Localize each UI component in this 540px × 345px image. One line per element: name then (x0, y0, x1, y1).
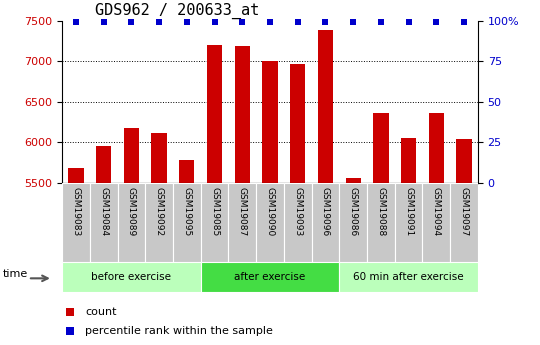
Bar (69, 168, 84, 183)
Text: GSM19093: GSM19093 (293, 187, 302, 236)
Bar (373, 113, 388, 183)
Text: before exercise: before exercise (91, 272, 171, 282)
Text: GSM19091: GSM19091 (404, 187, 413, 236)
Bar (395, 183, 422, 262)
Text: GSM19085: GSM19085 (210, 187, 219, 236)
Bar (173, 183, 201, 262)
Bar (450, 183, 478, 262)
Bar (124, 128, 139, 183)
Bar (346, 178, 361, 183)
Bar (256, 183, 284, 262)
Bar (62, 183, 90, 262)
Bar (207, 45, 222, 183)
Text: GSM19088: GSM19088 (376, 187, 386, 236)
Bar (290, 65, 305, 183)
Bar (312, 183, 339, 262)
Bar (228, 183, 256, 262)
Bar (318, 30, 333, 183)
Text: GSM19086: GSM19086 (349, 187, 357, 236)
Bar (118, 183, 145, 262)
Bar (367, 183, 395, 262)
Bar (201, 183, 228, 262)
Text: time: time (3, 269, 28, 279)
Text: GSM19092: GSM19092 (154, 187, 164, 236)
Text: GSM19095: GSM19095 (183, 187, 191, 236)
Text: after exercise: after exercise (234, 272, 306, 282)
Text: GDS962 / 200633_at: GDS962 / 200633_at (96, 3, 260, 19)
Text: GSM19094: GSM19094 (432, 187, 441, 236)
Bar (90, 183, 118, 262)
Text: 60 min after exercise: 60 min after exercise (353, 272, 464, 282)
Bar (235, 46, 250, 183)
Text: GSM19097: GSM19097 (460, 187, 469, 236)
Bar (422, 183, 450, 262)
Bar (201, 262, 339, 292)
Text: GSM19096: GSM19096 (321, 187, 330, 236)
Bar (456, 139, 471, 183)
Bar (401, 138, 416, 183)
Text: GSM19083: GSM19083 (71, 187, 80, 236)
Text: GSM19089: GSM19089 (127, 187, 136, 236)
Bar (339, 183, 367, 262)
Bar (262, 61, 278, 183)
Bar (339, 262, 478, 292)
Text: percentile rank within the sample: percentile rank within the sample (85, 326, 273, 336)
Bar (145, 183, 173, 262)
Text: GSM19087: GSM19087 (238, 187, 247, 236)
Bar (429, 113, 444, 183)
Bar (96, 146, 111, 183)
Text: count: count (85, 307, 117, 317)
Bar (179, 160, 194, 183)
Bar (152, 134, 167, 183)
Text: GSM19084: GSM19084 (99, 187, 108, 236)
Text: GSM19090: GSM19090 (266, 187, 274, 236)
Bar (284, 183, 312, 262)
Bar (62, 262, 201, 292)
